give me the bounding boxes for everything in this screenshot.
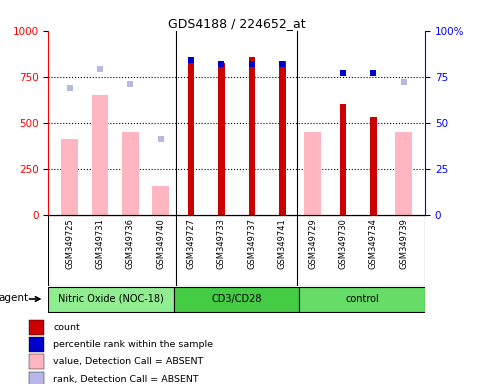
Text: count: count <box>53 323 80 332</box>
Text: GSM349741: GSM349741 <box>278 218 287 269</box>
Text: GSM349736: GSM349736 <box>126 218 135 269</box>
Bar <box>249 58 255 215</box>
Bar <box>174 287 299 312</box>
Bar <box>48 287 174 312</box>
Bar <box>152 185 169 215</box>
Text: GSM349737: GSM349737 <box>247 218 256 269</box>
Text: GSM349733: GSM349733 <box>217 218 226 269</box>
Text: GSM349729: GSM349729 <box>308 218 317 269</box>
Bar <box>218 63 225 215</box>
Bar <box>28 320 44 335</box>
Text: GSM349727: GSM349727 <box>186 218 196 269</box>
Bar <box>188 58 195 215</box>
Bar <box>28 372 44 384</box>
Text: GSM349740: GSM349740 <box>156 218 165 269</box>
Text: percentile rank within the sample: percentile rank within the sample <box>53 340 213 349</box>
Text: control: control <box>345 294 379 304</box>
Bar <box>370 118 377 215</box>
Text: GSM349730: GSM349730 <box>339 218 347 269</box>
Title: GDS4188 / 224652_at: GDS4188 / 224652_at <box>168 17 305 30</box>
Bar <box>340 104 346 215</box>
Bar <box>92 95 108 215</box>
Bar <box>279 61 285 215</box>
Bar <box>299 287 425 312</box>
Text: rank, Detection Call = ABSENT: rank, Detection Call = ABSENT <box>53 375 199 384</box>
Bar <box>28 337 44 352</box>
Bar <box>61 139 78 215</box>
Text: Nitric Oxide (NOC-18): Nitric Oxide (NOC-18) <box>58 294 164 304</box>
Bar <box>122 132 139 215</box>
Bar <box>28 354 44 369</box>
Bar <box>304 132 321 215</box>
Text: GSM349725: GSM349725 <box>65 218 74 269</box>
Text: GSM349731: GSM349731 <box>96 218 104 269</box>
Text: agent: agent <box>0 293 28 303</box>
Text: GSM349739: GSM349739 <box>399 218 408 269</box>
Text: GSM349734: GSM349734 <box>369 218 378 269</box>
Bar <box>396 132 412 215</box>
Text: value, Detection Call = ABSENT: value, Detection Call = ABSENT <box>53 358 204 366</box>
Text: CD3/CD28: CD3/CD28 <box>212 294 262 304</box>
